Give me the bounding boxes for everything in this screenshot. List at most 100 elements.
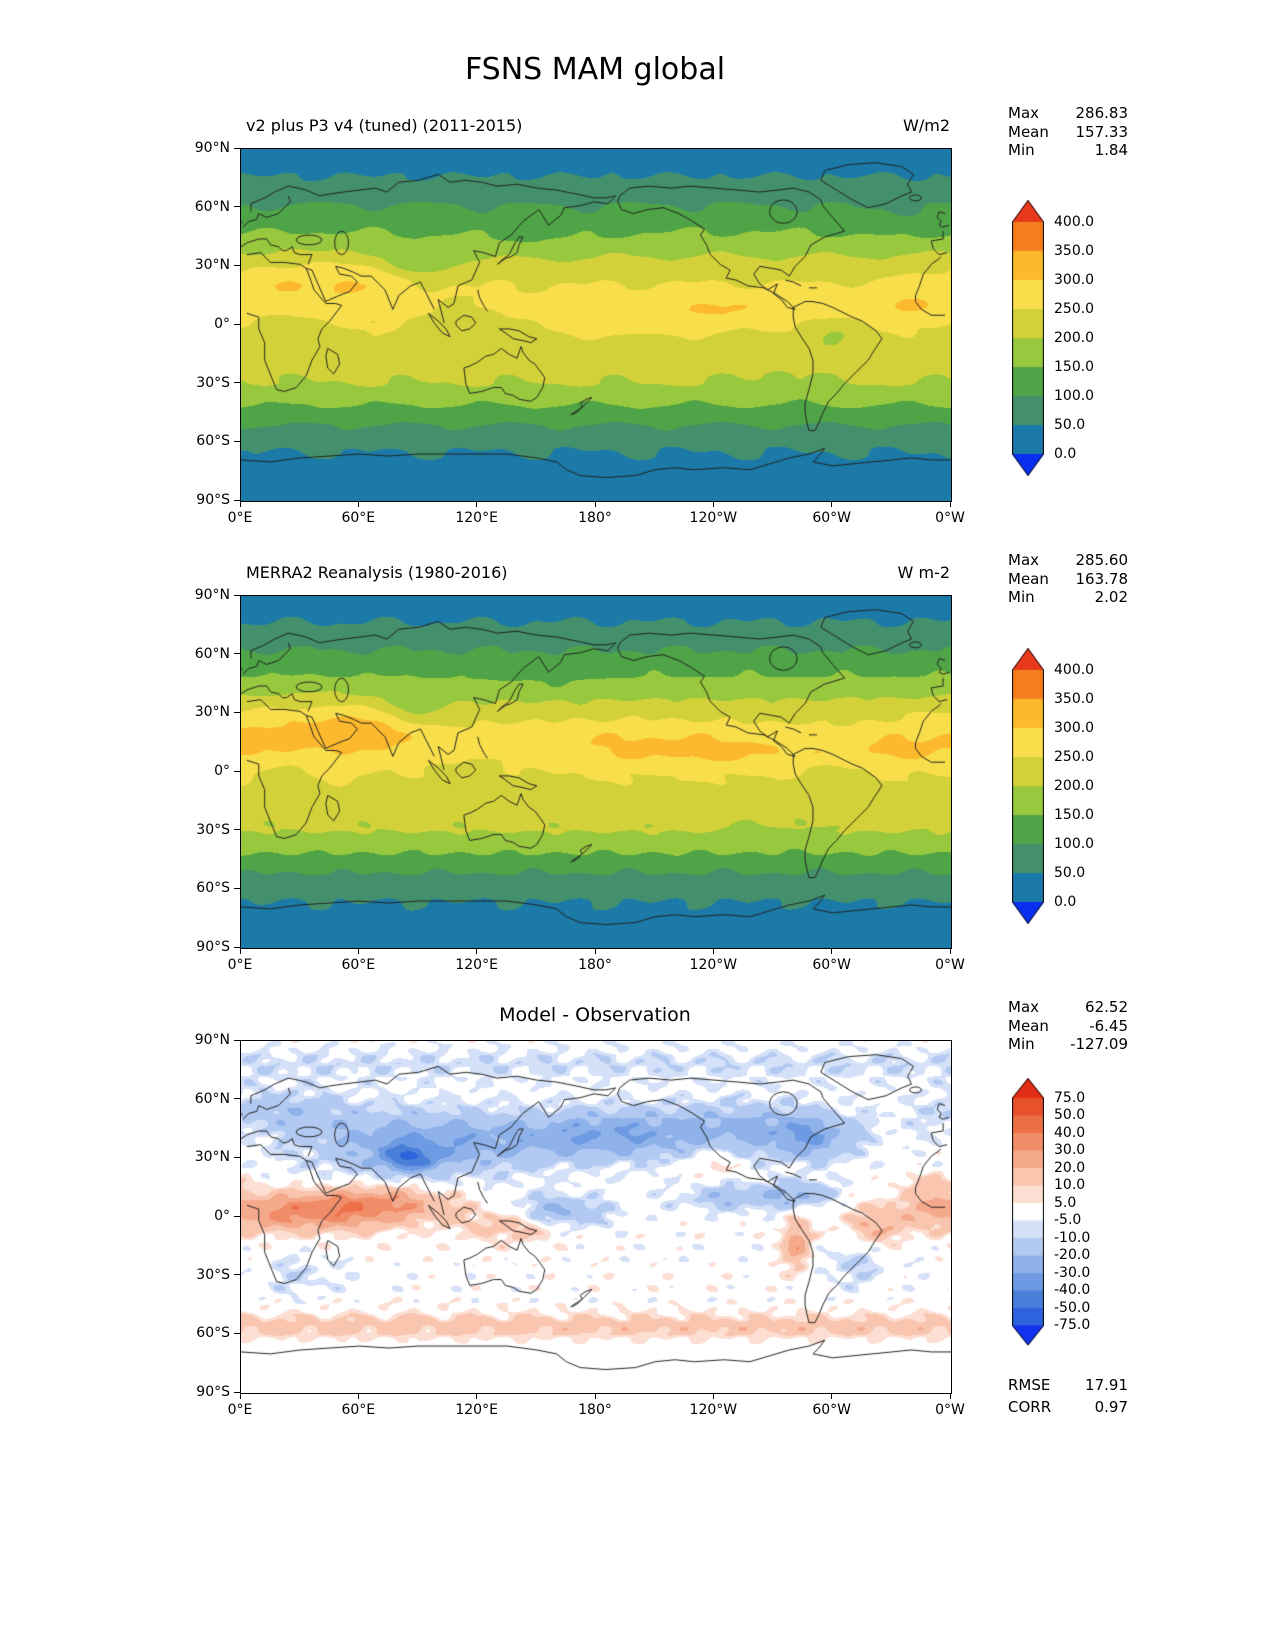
x-axis-tick-label: 180° bbox=[578, 957, 612, 973]
x-axis-tick bbox=[594, 1393, 596, 1399]
stat-value: 1.84 bbox=[1094, 141, 1128, 159]
colorbar-tick-label: -75.0 bbox=[1054, 1317, 1091, 1333]
stat-label: Mean bbox=[1008, 122, 1049, 141]
x-axis-tick-label: 0°W bbox=[935, 1402, 965, 1418]
x-axis-tick-label: 0°E bbox=[227, 957, 253, 973]
y-axis-tick bbox=[234, 323, 240, 325]
x-axis-tick-label: 60°E bbox=[341, 510, 376, 526]
colorbar-tick-label: 30.0 bbox=[1054, 1142, 1086, 1158]
y-axis-tick bbox=[234, 1156, 240, 1158]
coastline-canvas bbox=[241, 1041, 951, 1393]
y-axis-tick-label: 60°S bbox=[196, 433, 230, 450]
x-axis-tick bbox=[594, 948, 596, 954]
colorbar bbox=[1012, 1078, 1044, 1346]
y-axis-tick bbox=[234, 887, 240, 889]
map-model bbox=[240, 148, 952, 502]
y-axis-tick-label: 60°S bbox=[196, 1325, 230, 1342]
y-axis-tick-label: 60°S bbox=[196, 880, 230, 897]
y-axis-tick-label: 60°N bbox=[194, 1090, 230, 1107]
x-axis-tick bbox=[831, 501, 833, 507]
stat-label: Mean bbox=[1008, 1016, 1049, 1035]
stat-value: 163.78 bbox=[1075, 569, 1129, 588]
stat-value: -6.45 bbox=[1089, 1016, 1128, 1035]
coastline-canvas bbox=[241, 596, 951, 948]
x-axis-tick bbox=[239, 948, 241, 954]
colorbar-tick-label: 50.0 bbox=[1054, 1107, 1086, 1123]
stat-row: Mean -6.45 bbox=[1008, 1017, 1128, 1035]
stat-row: RMSE 17.91 bbox=[1008, 1376, 1128, 1394]
colorbar bbox=[1012, 648, 1044, 924]
x-axis-tick-label: 180° bbox=[578, 510, 612, 526]
colorbar-tick-label: 100.0 bbox=[1054, 835, 1095, 852]
x-axis-tick bbox=[239, 501, 241, 507]
colorbar-tick-label: 100.0 bbox=[1054, 387, 1095, 404]
x-axis-tick bbox=[594, 501, 596, 507]
colorbar bbox=[1012, 200, 1044, 476]
contour-field-canvas bbox=[241, 1041, 951, 1393]
y-axis-tick-label: 30°S bbox=[196, 1266, 230, 1283]
stat-value: 285.60 bbox=[1075, 551, 1129, 569]
y-axis-tick-label: 90°S bbox=[196, 939, 230, 955]
y-axis-tick-label: 0° bbox=[214, 763, 230, 779]
x-axis-tick bbox=[476, 948, 478, 954]
x-axis-tick bbox=[357, 501, 359, 507]
panel-title: MERRA2 Reanalysis (1980-2016) bbox=[246, 563, 508, 582]
colorbar-tick-label: -40.0 bbox=[1054, 1282, 1091, 1298]
x-axis-tick bbox=[476, 501, 478, 507]
y-axis-tick-label: 30°N bbox=[194, 1149, 230, 1166]
x-axis-tick-label: 120°E bbox=[455, 1402, 498, 1418]
stat-label: Min bbox=[1008, 1035, 1035, 1053]
colorbar-tick-label: 75.0 bbox=[1054, 1089, 1086, 1106]
map-difference bbox=[240, 1040, 952, 1394]
colorbar-tick-label: 10.0 bbox=[1054, 1177, 1086, 1193]
stat-row: Mean 157.33 bbox=[1008, 123, 1128, 141]
y-axis-tick bbox=[234, 206, 240, 208]
colorbar-tick-label: 400.0 bbox=[1054, 661, 1095, 678]
colorbar-tick-label: 40.0 bbox=[1054, 1124, 1086, 1141]
x-axis-tick-label: 60°W bbox=[812, 957, 851, 973]
y-axis-tick-label: 90°N bbox=[194, 1032, 230, 1048]
y-axis-tick-label: 60°N bbox=[194, 645, 230, 662]
colorbar-tick-label: 150.0 bbox=[1054, 358, 1095, 375]
stat-row: Min 2.02 bbox=[1008, 588, 1128, 606]
stat-value: 2.02 bbox=[1094, 588, 1128, 606]
x-axis-tick-label: 120°W bbox=[689, 1402, 738, 1418]
colorbar-tick-label: 0.0 bbox=[1054, 445, 1077, 462]
stat-value: 286.83 bbox=[1075, 104, 1129, 122]
y-axis-tick-label: 90°S bbox=[196, 492, 230, 508]
y-axis-tick-label: 0° bbox=[214, 1208, 230, 1224]
y-axis-tick-label: 30°S bbox=[196, 374, 230, 391]
x-axis-tick bbox=[476, 1393, 478, 1399]
x-axis-tick-label: 120°W bbox=[689, 510, 738, 526]
panel-title: v2 plus P3 v4 (tuned) (2011-2015) bbox=[246, 116, 523, 135]
stat-row: Max 285.60 bbox=[1008, 551, 1128, 569]
y-axis-tick-label: 60°N bbox=[194, 198, 230, 215]
x-axis-tick-label: 0°E bbox=[227, 1402, 253, 1418]
x-axis-tick-label: 60°W bbox=[812, 510, 851, 526]
y-axis-tick bbox=[234, 594, 240, 596]
colorbar-tick-label: 200.0 bbox=[1054, 777, 1095, 794]
x-axis-tick bbox=[239, 1393, 241, 1399]
map-reanalysis bbox=[240, 595, 952, 949]
y-axis-tick bbox=[234, 440, 240, 442]
coastline-canvas bbox=[241, 149, 951, 501]
y-axis-tick-label: 30°N bbox=[194, 257, 230, 274]
y-axis-tick-label: 90°S bbox=[196, 1384, 230, 1400]
x-axis-tick bbox=[712, 948, 714, 954]
y-axis-tick bbox=[234, 1039, 240, 1041]
y-axis-tick bbox=[234, 264, 240, 266]
colorbar-tick-label: 50.0 bbox=[1054, 416, 1086, 433]
y-axis-tick bbox=[234, 829, 240, 831]
stat-value: 157.33 bbox=[1075, 122, 1129, 141]
y-axis-tick bbox=[234, 1215, 240, 1217]
colorbar-tick-label: 350.0 bbox=[1054, 242, 1095, 259]
y-axis-tick-label: 90°N bbox=[194, 587, 230, 603]
x-axis-tick-label: 0°W bbox=[935, 510, 965, 526]
y-axis-tick bbox=[234, 711, 240, 713]
colorbar-tick-label: -50.0 bbox=[1054, 1299, 1091, 1316]
x-axis-tick-label: 0°W bbox=[935, 957, 965, 973]
y-axis-tick bbox=[234, 770, 240, 772]
x-axis-tick-label: 120°W bbox=[689, 957, 738, 973]
